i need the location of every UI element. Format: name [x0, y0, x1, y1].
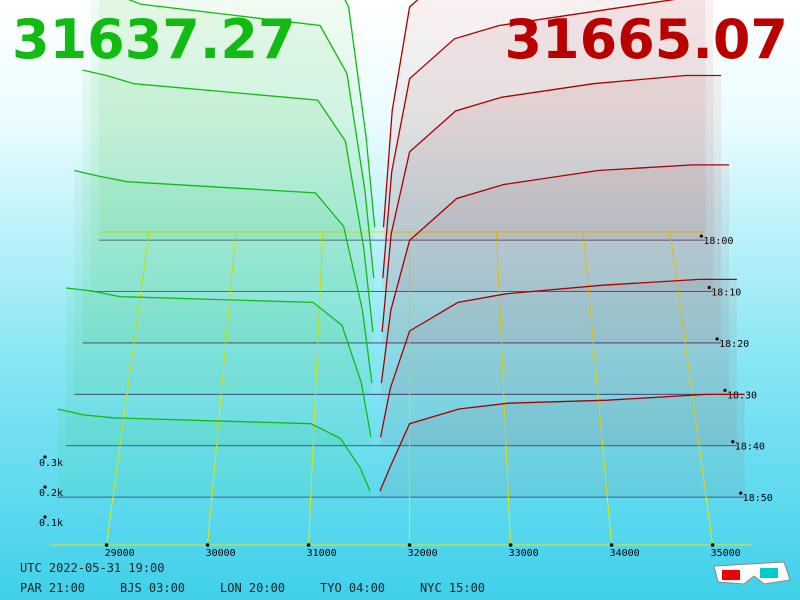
x-tick-label: 34000 — [610, 548, 640, 559]
x-tick-label: 29000 — [105, 548, 135, 559]
ask-depth-fill — [381, 164, 729, 395]
ask-depth-line — [379, 278, 737, 438]
y-tick — [43, 515, 47, 519]
time-tick — [723, 388, 727, 392]
time-tick — [715, 337, 719, 341]
time-tick — [739, 491, 743, 495]
y-tick — [43, 485, 47, 489]
y-tick — [43, 455, 47, 459]
bid-price: 31637.27 — [12, 8, 296, 71]
price-grid-line — [669, 231, 714, 546]
ask-depth-line — [380, 164, 729, 384]
utc-time: UTC 2022-05-31 19:00 — [20, 561, 165, 575]
ask-price: 31665.07 — [504, 8, 788, 71]
3d-glasses-icon — [713, 561, 791, 585]
price-grid-line — [207, 231, 237, 546]
time-tick-label: 18:30 — [727, 390, 757, 401]
price-tick — [205, 543, 210, 547]
plot: 18:00 18:10 18:20 18:30 18:40 18:50 29000 30000… — [39, 0, 773, 559]
time-tick-label: 18:50 — [743, 493, 773, 504]
price-tick — [407, 543, 412, 547]
x-tick-label: 35000 — [711, 548, 741, 559]
x-tick-label: 33000 — [509, 548, 539, 559]
price-grid-line — [308, 231, 324, 546]
zone-time: PAR 21:00 — [20, 581, 85, 595]
x-tick-label: 31000 — [307, 548, 337, 559]
ask-depth-fill — [380, 279, 737, 446]
ask-depth-line — [381, 74, 722, 333]
y-tick-label: 0.2k — [39, 488, 63, 499]
ask-depth-fill — [379, 394, 745, 498]
ask-depth-line — [382, 0, 676, 279]
bid-depth-fill — [99, 0, 375, 241]
zone-time: BJS 03:00 — [120, 581, 185, 595]
price-grid-line — [106, 231, 150, 546]
price-tick — [306, 543, 311, 547]
price-tick — [710, 543, 715, 547]
time-tick — [699, 234, 703, 238]
zone-time: LON 20:00 — [220, 581, 285, 595]
price-grid-line — [496, 231, 512, 546]
ask-depth-fill — [382, 0, 714, 292]
price-tick — [609, 543, 614, 547]
bid-depth-fill — [74, 170, 372, 395]
price-tick — [104, 543, 109, 547]
time-tick-label: 18:20 — [719, 339, 749, 350]
ask-depth-fill — [382, 75, 722, 343]
time-tick-label: 18:40 — [735, 442, 765, 453]
bid-depth-line — [128, 0, 375, 279]
zone-time: NYC 15:00 — [420, 581, 485, 595]
bid-depth-line — [65, 287, 372, 438]
price-tick — [508, 543, 513, 547]
time-zones: PAR 21:00 BJS 03:00 LON 20:00 TYO 04:00 NYC … — [20, 581, 485, 595]
bid-depth-line — [82, 69, 374, 333]
time-tick — [707, 285, 711, 290]
x-tick-label: 32000 — [408, 548, 438, 559]
bid-depth-fill — [82, 70, 373, 343]
ask-depth-line — [382, 0, 419, 228]
time-tick — [731, 440, 735, 444]
ask-depth-line — [379, 393, 745, 492]
bid-depth-fill — [65, 288, 371, 446]
bid-depth-line — [57, 408, 371, 492]
x-tick-label: 30000 — [206, 548, 236, 559]
ask-depth-fill — [383, 0, 706, 241]
zone-time: TYO 04:00 — [320, 581, 385, 595]
y-tick-label: 0.3k — [39, 458, 63, 469]
bid-depth-line — [344, 0, 376, 228]
price-grid-line — [582, 231, 613, 546]
y-tick-label: 0.1k — [39, 518, 63, 529]
bid-depth-line — [74, 169, 373, 384]
bid-depth-fill — [90, 0, 374, 292]
time-tick-label: 18:10 — [711, 288, 741, 299]
time-tick-label: 18:00 — [703, 236, 733, 247]
bid-depth-fill — [57, 409, 371, 498]
